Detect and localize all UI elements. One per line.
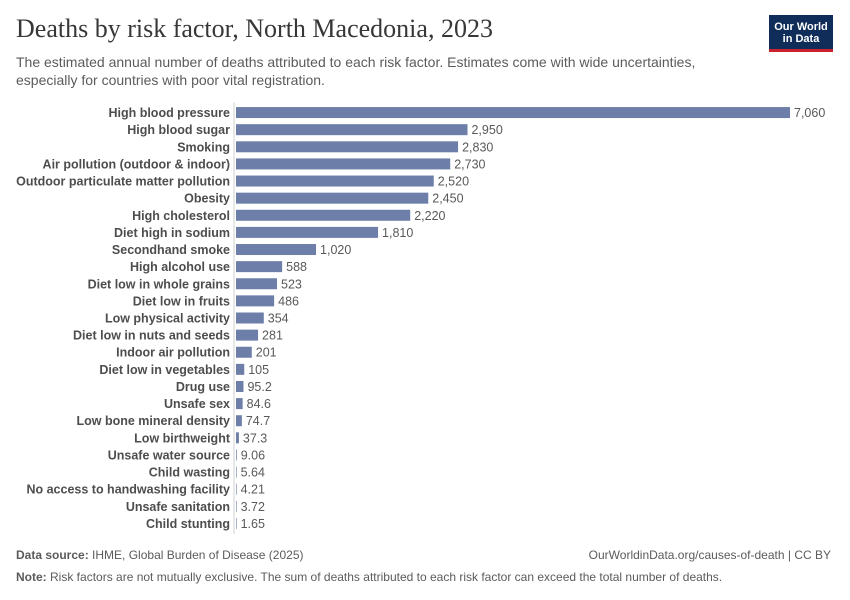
value-label: 5.64 [241, 466, 265, 480]
chart-note: Note: Risk factors are not mutually excl… [16, 570, 722, 584]
data-source: Data source: IHME, Global Burden of Dise… [16, 548, 303, 562]
category-label: High cholesterol [132, 209, 230, 223]
category-label: Air pollution (outdoor & indoor) [43, 157, 230, 171]
value-label: 84.6 [247, 397, 271, 411]
category-label: Unsafe water source [108, 448, 230, 462]
category-label: Secondhand smoke [112, 243, 230, 257]
value-label: 354 [268, 312, 289, 326]
bar[interactable] [236, 449, 237, 461]
bar[interactable] [236, 517, 237, 529]
value-label: 2,830 [462, 140, 493, 154]
category-label: Low birthweight [134, 431, 231, 445]
value-label: 95.2 [247, 380, 271, 394]
value-label: 588 [286, 260, 307, 274]
value-label: 2,730 [454, 157, 485, 171]
category-label: Low bone mineral density [77, 414, 231, 428]
bar[interactable] [236, 329, 259, 341]
bar[interactable] [236, 124, 468, 136]
category-label: Indoor air pollution [116, 346, 230, 360]
bar[interactable] [236, 141, 459, 153]
value-label: 486 [278, 294, 299, 308]
category-label: Child wasting [149, 466, 230, 480]
chart-subtitle: The estimated annual number of deaths at… [16, 54, 696, 88]
note-label: Note: [16, 570, 47, 584]
bar[interactable] [236, 500, 237, 512]
value-label: 281 [262, 329, 283, 343]
value-label: 2,520 [438, 175, 469, 189]
bar[interactable] [236, 295, 275, 307]
logo-line-2: in Data [782, 33, 820, 45]
logo-line-1: Our World [774, 21, 828, 33]
category-label: Obesity [184, 192, 230, 206]
bar[interactable] [236, 107, 790, 119]
value-label: 2,220 [414, 209, 445, 223]
bar[interactable] [236, 363, 245, 375]
bar[interactable] [236, 483, 237, 495]
note-text: Risk factors are not mutually exclusive.… [50, 570, 723, 584]
bar[interactable] [236, 415, 242, 427]
bar[interactable] [236, 398, 243, 410]
bar[interactable] [236, 380, 244, 392]
category-label: Diet high in sodium [114, 226, 230, 240]
data-source-text[interactable]: IHME, Global Burden of Disease (2025) [92, 548, 304, 562]
value-label: 7,060 [794, 106, 825, 120]
value-label: 1,810 [382, 226, 413, 240]
value-label: 1.65 [241, 517, 265, 531]
data-source-label: Data source: [16, 548, 89, 562]
value-label: 2,950 [471, 123, 502, 137]
chart-title: Deaths by risk factor, North Macedonia, … [16, 14, 493, 43]
category-label: High blood pressure [108, 106, 230, 120]
category-label: Diet low in fruits [133, 294, 230, 308]
value-label: 3.72 [241, 500, 265, 514]
bar-chart: High blood pressure 7,060 High blood sugar… [16, 102, 825, 534]
category-label: Smoking [177, 140, 230, 154]
category-label: Unsafe sex [164, 397, 230, 411]
value-label: 105 [248, 363, 269, 377]
bar[interactable] [236, 466, 237, 478]
bar[interactable] [236, 312, 264, 324]
value-label: 201 [256, 346, 277, 360]
category-label: High blood sugar [127, 123, 230, 137]
bar[interactable] [236, 261, 283, 273]
category-label: Diet low in nuts and seeds [73, 329, 230, 343]
bar[interactable] [236, 244, 317, 256]
category-label: Unsafe sanitation [126, 500, 230, 514]
category-label: Drug use [176, 380, 230, 394]
category-label: Diet low in vegetables [99, 363, 230, 377]
value-label: 2,450 [432, 192, 463, 206]
bar[interactable] [236, 346, 252, 358]
category-label: High alcohol use [130, 260, 230, 274]
category-label: Outdoor particulate matter pollution [16, 175, 230, 189]
owid-logo[interactable]: Our World in Data [769, 15, 833, 52]
category-label: No access to handwashing facility [26, 483, 230, 497]
value-label: 523 [281, 277, 302, 291]
category-label: Child stunting [146, 517, 230, 531]
value-label: 1,020 [320, 243, 351, 257]
value-label: 9.06 [241, 448, 265, 462]
value-label: 4.21 [241, 483, 265, 497]
bar[interactable] [236, 432, 239, 444]
site-link[interactable]: OurWorldinData.org/causes-of-death | CC … [588, 548, 831, 562]
bar[interactable] [236, 158, 451, 170]
bar[interactable] [236, 226, 379, 238]
bar[interactable] [236, 192, 429, 204]
bar[interactable] [236, 278, 278, 290]
value-label: 74.7 [246, 414, 270, 428]
value-label: 37.3 [243, 431, 267, 445]
category-label: Low physical activity [105, 312, 230, 326]
bar[interactable] [236, 175, 434, 187]
category-label: Diet low in whole grains [88, 277, 230, 291]
bar[interactable] [236, 209, 411, 221]
